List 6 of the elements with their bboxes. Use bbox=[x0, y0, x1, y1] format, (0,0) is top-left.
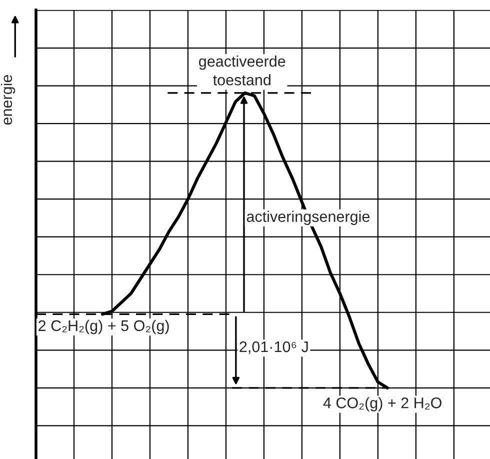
text: 4 CO₂(g) + 2 H₂O bbox=[323, 397, 442, 412]
annotation: 2 C₂H₂(g) + 5 O₂(g) bbox=[38, 320, 169, 334]
text: geactiveerde toestand bbox=[199, 56, 286, 86]
annotation: activeringsenergie bbox=[246, 210, 370, 226]
annotation: 2,01·10⁶ J bbox=[240, 341, 308, 354]
y-axis-title: energie bbox=[0, 74, 16, 125]
